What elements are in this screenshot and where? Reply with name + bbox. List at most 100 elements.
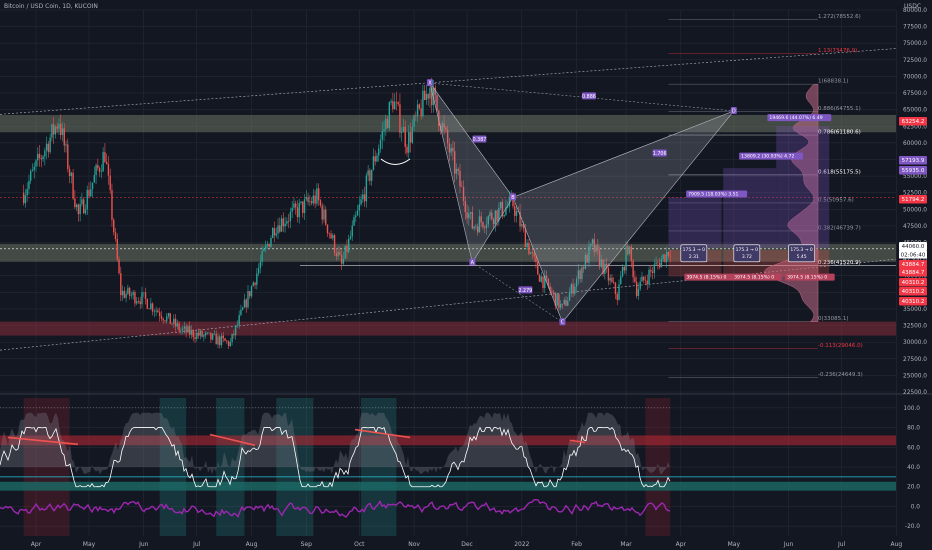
candle-body xyxy=(35,160,37,167)
candle-body xyxy=(211,333,214,340)
candle-body xyxy=(537,262,539,275)
candle-body xyxy=(339,251,341,255)
price-label-bg xyxy=(899,287,927,296)
candle-body xyxy=(507,206,509,208)
price-tick-label: 30000.0 xyxy=(903,340,927,346)
candle-body xyxy=(259,261,262,269)
chart-title: Bitcoin / USD Coin, 1D, KUCOIN xyxy=(4,3,98,10)
candle-body xyxy=(125,293,127,298)
fib-label: 0.786(61180.6) xyxy=(818,130,861,136)
candle-body xyxy=(197,332,200,336)
candle-body xyxy=(372,156,375,170)
osc-tick-label: -20.0 xyxy=(905,524,920,530)
candle-body xyxy=(605,263,608,268)
pattern-point-label: A xyxy=(471,260,475,266)
candle-body xyxy=(494,210,497,225)
candle-body xyxy=(261,251,263,262)
osc-main-line xyxy=(0,426,671,488)
candle-body xyxy=(93,175,95,183)
candle-body xyxy=(348,238,350,252)
candle-body xyxy=(250,286,253,297)
price-tick-label: 55000.0 xyxy=(903,174,927,180)
pattern-bcd xyxy=(512,110,735,323)
candle-body xyxy=(272,228,274,238)
candle-body xyxy=(551,291,553,292)
candle-body xyxy=(120,273,122,296)
candle-body xyxy=(229,341,232,346)
candle-body xyxy=(234,325,237,336)
candle-body xyxy=(226,340,228,342)
time-tick-label: Aug xyxy=(891,541,903,548)
candle-body xyxy=(249,291,251,297)
candle-body xyxy=(478,216,481,233)
candle-body xyxy=(561,303,564,305)
countdown-bg xyxy=(899,250,927,259)
candle-body xyxy=(538,274,541,282)
candle-body xyxy=(415,115,417,117)
candle-body xyxy=(443,123,445,128)
candle-body xyxy=(95,165,97,176)
candle-body xyxy=(635,281,638,296)
price-tick-label: 75000.0 xyxy=(903,41,927,47)
candle-body xyxy=(61,128,64,135)
candle-body xyxy=(144,292,147,300)
candle-body xyxy=(579,270,581,280)
price-tick-label: 27500.0 xyxy=(903,357,927,363)
candle-body xyxy=(286,221,288,224)
candle-body xyxy=(365,175,368,202)
candle-body xyxy=(621,266,624,277)
candle-body xyxy=(60,123,62,135)
candle-body xyxy=(620,276,622,285)
candle-body xyxy=(328,233,330,234)
price-tick-label: 70000.0 xyxy=(903,74,927,80)
fib-label: -0.236(24649.3) xyxy=(818,372,863,378)
position-label-text: 3974.5 (8.15%) 0 xyxy=(686,275,726,281)
candle-body xyxy=(199,330,201,336)
candle-body xyxy=(473,226,475,229)
rr-box-bottom: 5.45 xyxy=(797,254,807,260)
candle-body xyxy=(56,126,58,129)
candle-body xyxy=(568,293,571,301)
rr-box xyxy=(788,244,815,263)
candle-body xyxy=(344,245,346,259)
candle-body xyxy=(114,232,117,239)
candle-body xyxy=(222,335,224,339)
candle-body xyxy=(563,299,565,305)
rr-box-bottom: 3.72 xyxy=(742,254,752,260)
fib-label: 0(33085.1) xyxy=(818,316,849,322)
candle-body xyxy=(349,236,352,239)
candle-body xyxy=(611,277,613,282)
position-label-bg xyxy=(684,273,734,281)
candle-body xyxy=(664,254,666,262)
candle-body xyxy=(240,309,242,316)
position-label-bg xyxy=(686,190,748,198)
candle-body xyxy=(342,258,345,264)
price-tick-label: 62500.0 xyxy=(903,124,927,130)
fib-label: 0.886(64755.1) xyxy=(818,106,861,112)
time-axis[interactable]: Apr May Jun Jul Aug Sep Oct Nov Dec 2022 Feb Mar Apr… xyxy=(31,541,903,548)
candle-body xyxy=(644,280,647,281)
time-tick-label: Jun xyxy=(138,541,149,548)
candle-body xyxy=(432,87,435,106)
pattern-point-badge xyxy=(469,258,476,266)
countdown-text: 02:06:40 xyxy=(901,253,926,259)
candle-body xyxy=(397,102,399,105)
price-tick-label: 25000.0 xyxy=(903,373,927,379)
candle-body xyxy=(38,153,41,159)
candle-body xyxy=(45,143,48,151)
price-label-text: 40310.2 xyxy=(902,289,925,295)
price-tick-label: 40000.0 xyxy=(903,274,927,280)
candle-body xyxy=(109,175,111,191)
position-boxes xyxy=(668,126,830,277)
candle-body xyxy=(385,118,387,130)
candle-body xyxy=(616,294,618,300)
candle-body xyxy=(231,333,233,342)
candle-body xyxy=(54,126,57,135)
candle-body xyxy=(305,197,307,200)
candle-body xyxy=(51,124,53,138)
candle-body xyxy=(660,258,663,268)
candle-body xyxy=(651,271,654,273)
candle-body xyxy=(162,318,164,321)
candle-body xyxy=(134,292,136,304)
